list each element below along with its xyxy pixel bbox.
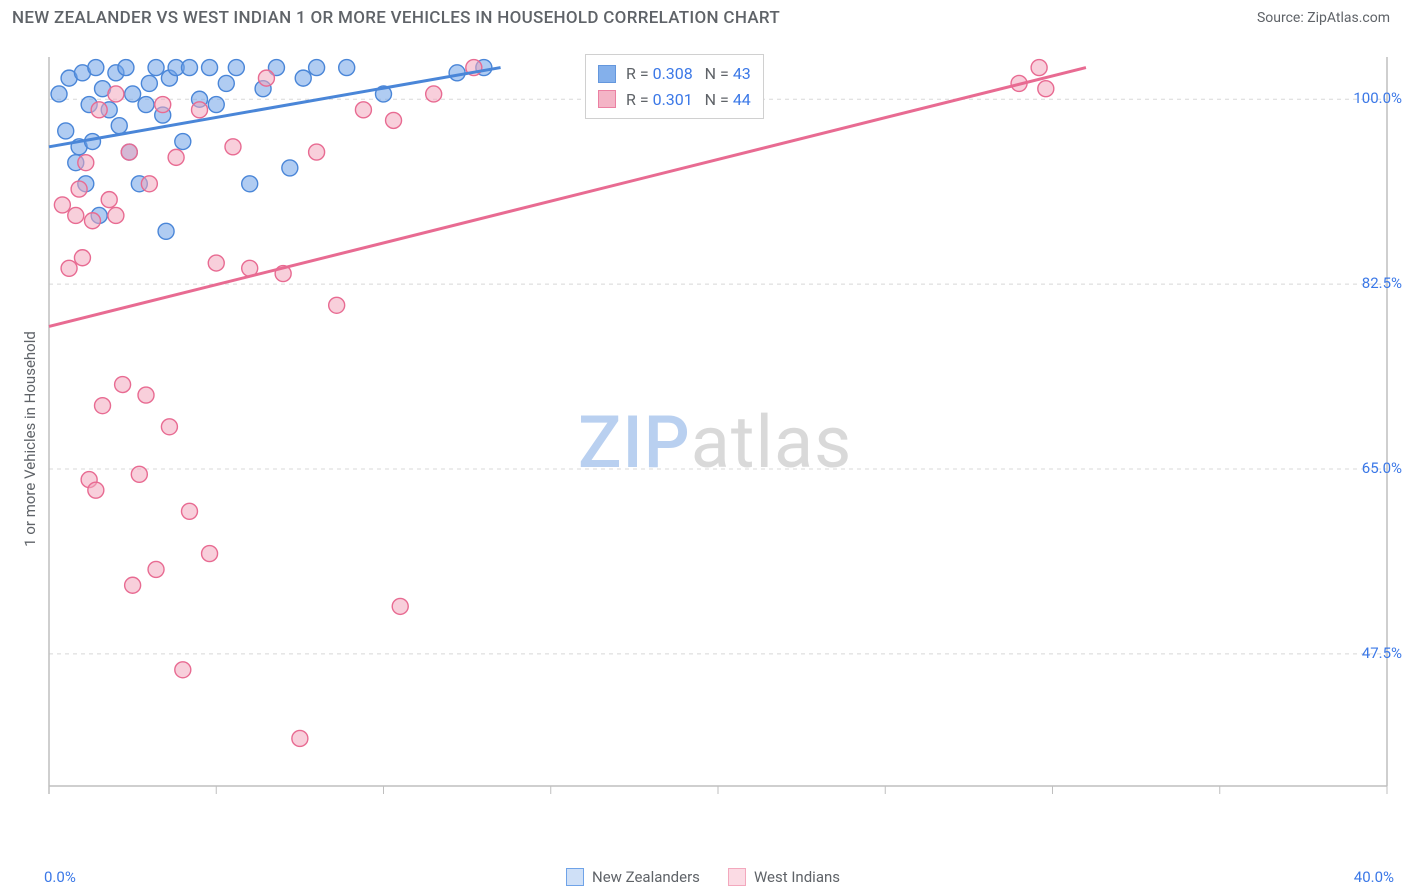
legend-swatch (728, 868, 746, 886)
legend-bottom: New Zealanders West Indians (0, 868, 1406, 886)
legend-label: New Zealanders (592, 868, 700, 886)
scatter-chart (48, 56, 1388, 836)
stats-row: R = 0.308 N = 43 (598, 61, 751, 87)
source-label: Source: ZipAtlas.com (1257, 10, 1390, 26)
legend-item: New Zealanders (566, 868, 700, 886)
y-tick-label: 65.0% (1362, 459, 1402, 477)
chart-title: NEW ZEALANDER VS WEST INDIAN 1 OR MORE V… (12, 8, 780, 28)
legend-swatch (566, 868, 584, 886)
legend-item: West Indians (728, 868, 840, 886)
legend-swatch (598, 90, 616, 108)
y-tick-label: 82.5% (1362, 274, 1402, 292)
legend-label: West Indians (754, 868, 840, 886)
stats-text: R = 0.301 N = 44 (626, 87, 751, 113)
y-tick-label: 100.0% (1353, 89, 1402, 107)
legend-stats-box: R = 0.308 N = 43R = 0.301 N = 44 (585, 54, 764, 119)
y-tick-label: 47.5% (1362, 644, 1402, 662)
stats-text: R = 0.308 N = 43 (626, 61, 751, 87)
chart-svg (48, 56, 1388, 826)
stats-row: R = 0.301 N = 44 (598, 87, 751, 113)
legend-swatch (598, 65, 616, 83)
y-axis-label: 1 or more Vehicles in Household (21, 331, 39, 547)
